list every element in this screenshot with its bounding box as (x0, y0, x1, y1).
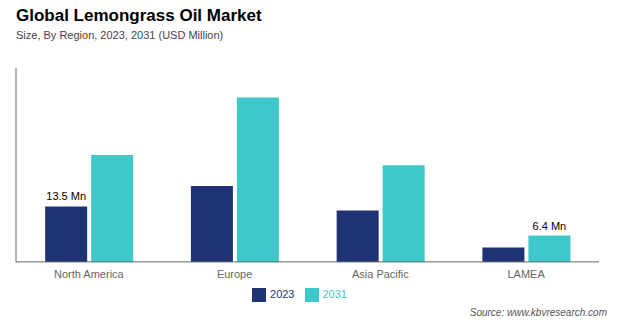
html-text:2031: 2031 (322, 287, 347, 300)
svg-text:Asia Pacific: Asia Pacific (352, 268, 409, 280)
svg-text:6.4 Mn: 6.4 Mn (533, 220, 567, 232)
html-text:Size, By Region, 2023, 2031 (U: Size, By Region, 2023, 2031 (USD Million… (16, 29, 224, 41)
svg-text:Europe: Europe (217, 268, 252, 280)
svg-text:LAMEA: LAMEA (507, 268, 545, 280)
html-text:Source: www.kbvresearch.com: Source: www.kbvresearch.com (469, 307, 607, 318)
svg-text:North America: North America (54, 268, 125, 280)
svg-text:13.5 Mn: 13.5 Mn (46, 190, 86, 202)
html-text:Global Lemongrass Oil Market: Global Lemongrass Oil Market (16, 6, 262, 25)
html-text:2023: 2023 (270, 287, 295, 300)
